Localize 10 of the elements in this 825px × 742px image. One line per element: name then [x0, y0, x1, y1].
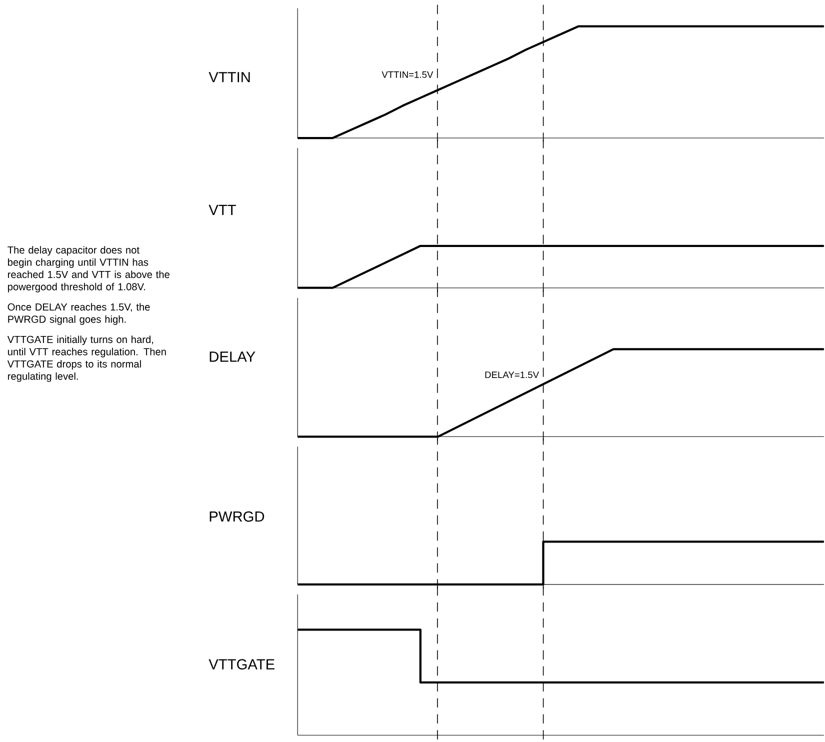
y-axis-title: VTTGATE	[208, 659, 274, 670]
y-axis-title: VTT	[208, 204, 236, 215]
annotation: DELAY=1.5V	[485, 371, 540, 378]
text: VTTGATE initially turns on hard, until VTT reaches regulation. Then VTTGATE drops to its normal regulating level.	[7, 336, 166, 382]
y-axis-title: DELAY	[210, 352, 256, 362]
annotation: VTTIN=1.5V	[382, 71, 434, 78]
y-axis-title: PWRGD	[210, 511, 264, 522]
text: Once DELAY reaches 1.5V, the PWRGD signal goes high.	[8, 303, 150, 325]
y-axis-title: VTTIN	[208, 72, 250, 82]
text: The delay capacitor does not begin charging until VTTIN has reached 1.5V and VTT is above the powergood threshold of 1.08V.	[8, 246, 170, 292]
